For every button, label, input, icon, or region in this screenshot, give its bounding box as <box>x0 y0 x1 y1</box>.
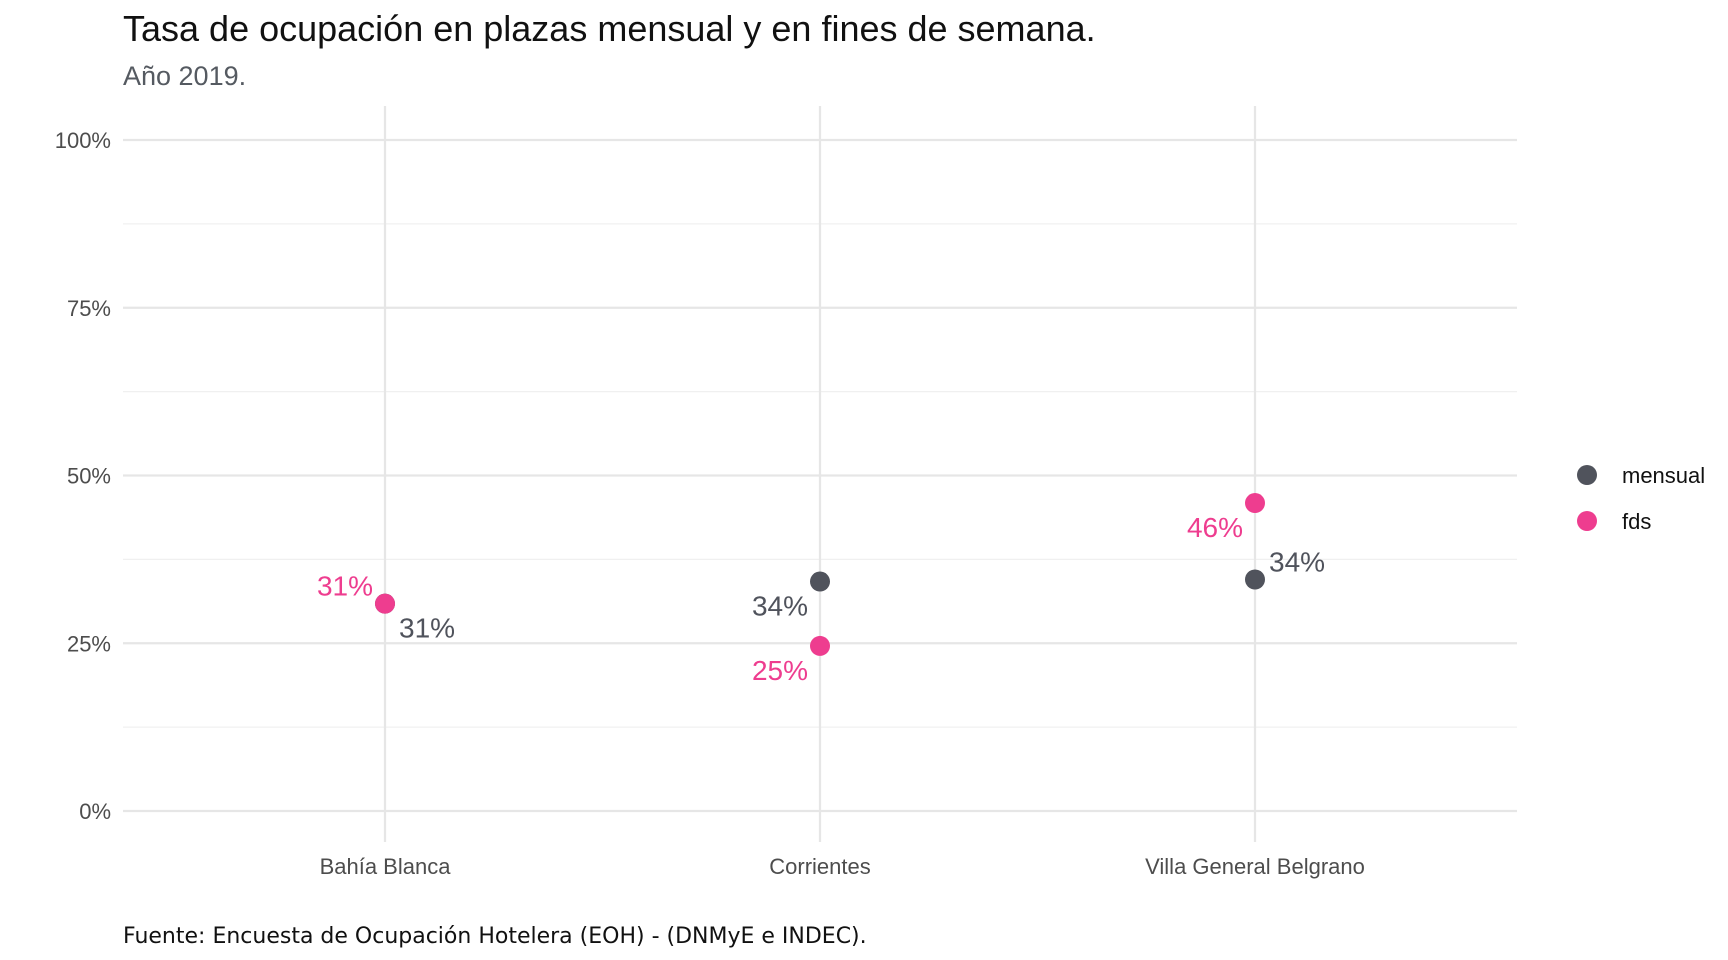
data-label-mensual: 31% <box>399 613 455 644</box>
point-fds <box>810 636 830 656</box>
chart-caption: Fuente: Encuesta de Ocupación Hotelera (… <box>123 924 867 949</box>
point-mensual <box>1245 570 1265 590</box>
y-tick-label: 25% <box>67 631 111 656</box>
y-tick-label: 50% <box>67 464 111 489</box>
data-label-mensual: 34% <box>752 591 808 622</box>
chart-subtitle: Año 2019. <box>123 61 246 91</box>
legend-key-mensual <box>1577 465 1597 485</box>
chart-title: Tasa de ocupación en plazas mensual y en… <box>123 8 1096 49</box>
data-label-fds: 25% <box>752 655 808 686</box>
data-label-fds: 46% <box>1187 512 1243 543</box>
data-label-fds: 31% <box>317 571 373 602</box>
point-mensual <box>810 572 830 592</box>
x-tick-label: Corrientes <box>769 854 870 879</box>
x-tick-label: Bahía Blanca <box>320 854 452 879</box>
y-tick-label: 0% <box>79 799 111 824</box>
data-label-mensual: 34% <box>1269 547 1325 578</box>
point-fds <box>1245 493 1265 513</box>
y-tick-label: 75% <box>67 296 111 321</box>
grid <box>123 106 1517 842</box>
legend: mensual fds <box>1577 463 1705 534</box>
legend-key-fds <box>1577 511 1597 531</box>
y-tick-label: 100% <box>55 128 111 153</box>
point-fds <box>375 594 395 614</box>
axis-ticks: 0% 25% 50% 75% 100% Bahía Blanca Corrientes Vil… <box>55 128 1365 879</box>
legend-label-mensual: mensual <box>1622 463 1705 488</box>
legend-label-fds: fds <box>1622 509 1651 534</box>
x-tick-label: Villa General Belgrano <box>1145 854 1365 879</box>
